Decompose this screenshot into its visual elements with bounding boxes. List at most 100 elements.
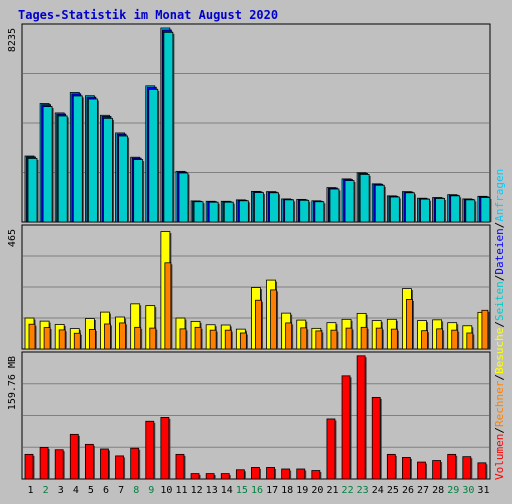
- bar-seiten-day-23: [359, 174, 370, 223]
- x-tick-label: 12: [191, 485, 203, 496]
- bar-rechner-day-14: [224, 329, 232, 350]
- x-tick-label: 2: [43, 485, 49, 496]
- legend-volumen: Volumen: [493, 434, 506, 480]
- x-tick-label: 25: [387, 485, 399, 496]
- bar-rechner-day-16: [255, 299, 262, 350]
- x-tick-label: 15: [236, 485, 248, 496]
- bar-volumen-day-25: [386, 453, 396, 480]
- bar-rechner-day-25: [390, 328, 398, 350]
- x-tick-label: 30: [462, 485, 474, 496]
- bar-volumen-day-31: [477, 462, 487, 480]
- bar-seiten-day-27: [420, 198, 430, 223]
- x-tick-label: 18: [281, 485, 293, 496]
- bar-seiten-day-7: [118, 135, 128, 223]
- bar-rechner-day-28: [436, 328, 444, 350]
- bar-rechner-day-13: [209, 329, 217, 350]
- bar-rechner-day-8: [134, 326, 142, 350]
- legend-separator: /: [493, 275, 506, 282]
- bar-rechner-day-21: [330, 329, 338, 350]
- bar-rechner-day-12: [194, 326, 202, 350]
- bar-rechner-day-11: [179, 328, 187, 350]
- bar-rechner-day-1: [28, 323, 36, 350]
- bar-volumen-day-11: [175, 453, 185, 480]
- bar-rechner-day-3: [58, 329, 66, 350]
- bar-seiten-day-26: [405, 192, 415, 223]
- bar-volumen-day-1: [24, 453, 34, 480]
- bar-rechner-day-17: [270, 289, 277, 350]
- bar-seiten-day-24: [374, 184, 385, 223]
- bar-seiten-day-28: [435, 198, 446, 223]
- y-max-label: 8235: [7, 28, 18, 52]
- bar-seiten-day-11: [178, 172, 189, 223]
- x-tick-label: 31: [477, 485, 489, 496]
- bar-rechner-day-23: [360, 326, 368, 350]
- bar-volumen-day-23: [356, 355, 366, 480]
- bar-seiten-day-13: [208, 201, 219, 223]
- bar-seiten-day-2: [42, 106, 53, 223]
- x-tick-label: 23: [357, 485, 369, 496]
- x-tick-label: 11: [175, 485, 187, 496]
- bar-volumen-day-16: [251, 467, 260, 480]
- x-tick-label: 16: [251, 485, 263, 496]
- bar-rechner-day-6: [104, 323, 111, 350]
- bar-rechner-day-7: [119, 322, 126, 350]
- bar-volumen-day-24: [371, 396, 381, 480]
- bar-rechner-day-2: [43, 327, 51, 350]
- x-tick-label: 13: [206, 485, 218, 496]
- x-tick-label: 24: [372, 485, 384, 496]
- legend-dateien: Dateien: [493, 228, 506, 274]
- x-tick-label: 27: [417, 485, 429, 496]
- x-tick-label: 8: [133, 485, 139, 496]
- x-tick-label: 3: [58, 485, 64, 496]
- x-tick-label: 4: [73, 485, 79, 496]
- bar-rechner-day-31: [481, 309, 489, 350]
- bar-rechner-day-9: [149, 327, 157, 350]
- x-tick-label: 29: [447, 485, 459, 496]
- bar-rechner-day-27: [421, 330, 428, 350]
- x-tick-label: 19: [296, 485, 308, 496]
- bar-volumen-day-12: [190, 473, 200, 480]
- series-legend: Volumen/Rechner/Besuche/Seiten/Dateien/A…: [493, 169, 506, 480]
- bar-volumen-day-3: [54, 449, 64, 480]
- bar-seiten-day-29: [450, 195, 461, 223]
- bar-seiten-day-5: [87, 98, 98, 223]
- x-tick-label: 1: [28, 485, 34, 496]
- bar-seiten-day-8: [133, 159, 144, 223]
- bar-seiten-day-16: [254, 192, 264, 223]
- x-tick-label: 14: [221, 485, 233, 496]
- bar-seiten-day-1: [27, 157, 38, 223]
- bar-seiten-day-17: [269, 192, 279, 223]
- bar-seiten-day-20: [314, 201, 325, 223]
- legend-separator: /: [493, 321, 506, 328]
- bar-volumen-day-20: [311, 470, 321, 480]
- x-tick-label: 22: [342, 485, 354, 496]
- bar-volumen-day-21: [326, 418, 336, 480]
- bar-seiten-day-18: [284, 199, 295, 223]
- x-tick-label: 9: [148, 485, 154, 496]
- bar-seiten-day-22: [344, 180, 355, 223]
- bar-volumen-day-28: [432, 460, 442, 480]
- chart-title: Tages-Statistik im Monat August 2020: [18, 8, 278, 22]
- bar-rechner-day-22: [345, 327, 353, 350]
- bar-volumen-day-8: [130, 447, 140, 480]
- bar-volumen-day-26: [402, 457, 411, 480]
- bar-rechner-day-5: [88, 328, 96, 350]
- bar-seiten-day-10: [163, 31, 174, 223]
- x-tick-label: 26: [402, 485, 414, 496]
- x-tick-label: 5: [88, 485, 94, 496]
- legend-seiten: Seiten: [493, 281, 506, 321]
- bar-rechner-day-4: [73, 332, 81, 350]
- bar-rechner-day-29: [451, 329, 459, 350]
- bar-seiten-day-15: [238, 200, 249, 223]
- x-tick-label: 7: [118, 485, 124, 496]
- bar-seiten-day-21: [329, 188, 340, 223]
- bar-seiten-day-25: [389, 196, 400, 223]
- bar-seiten-day-19: [299, 199, 310, 223]
- bar-volumen-day-14: [220, 473, 230, 480]
- bar-volumen-day-19: [296, 468, 306, 480]
- bar-volumen-day-10: [160, 417, 170, 480]
- panel-bottom: 159.76 MB: [7, 351, 491, 480]
- bar-rechner-day-18: [285, 322, 293, 350]
- bar-volumen-day-5: [84, 443, 94, 480]
